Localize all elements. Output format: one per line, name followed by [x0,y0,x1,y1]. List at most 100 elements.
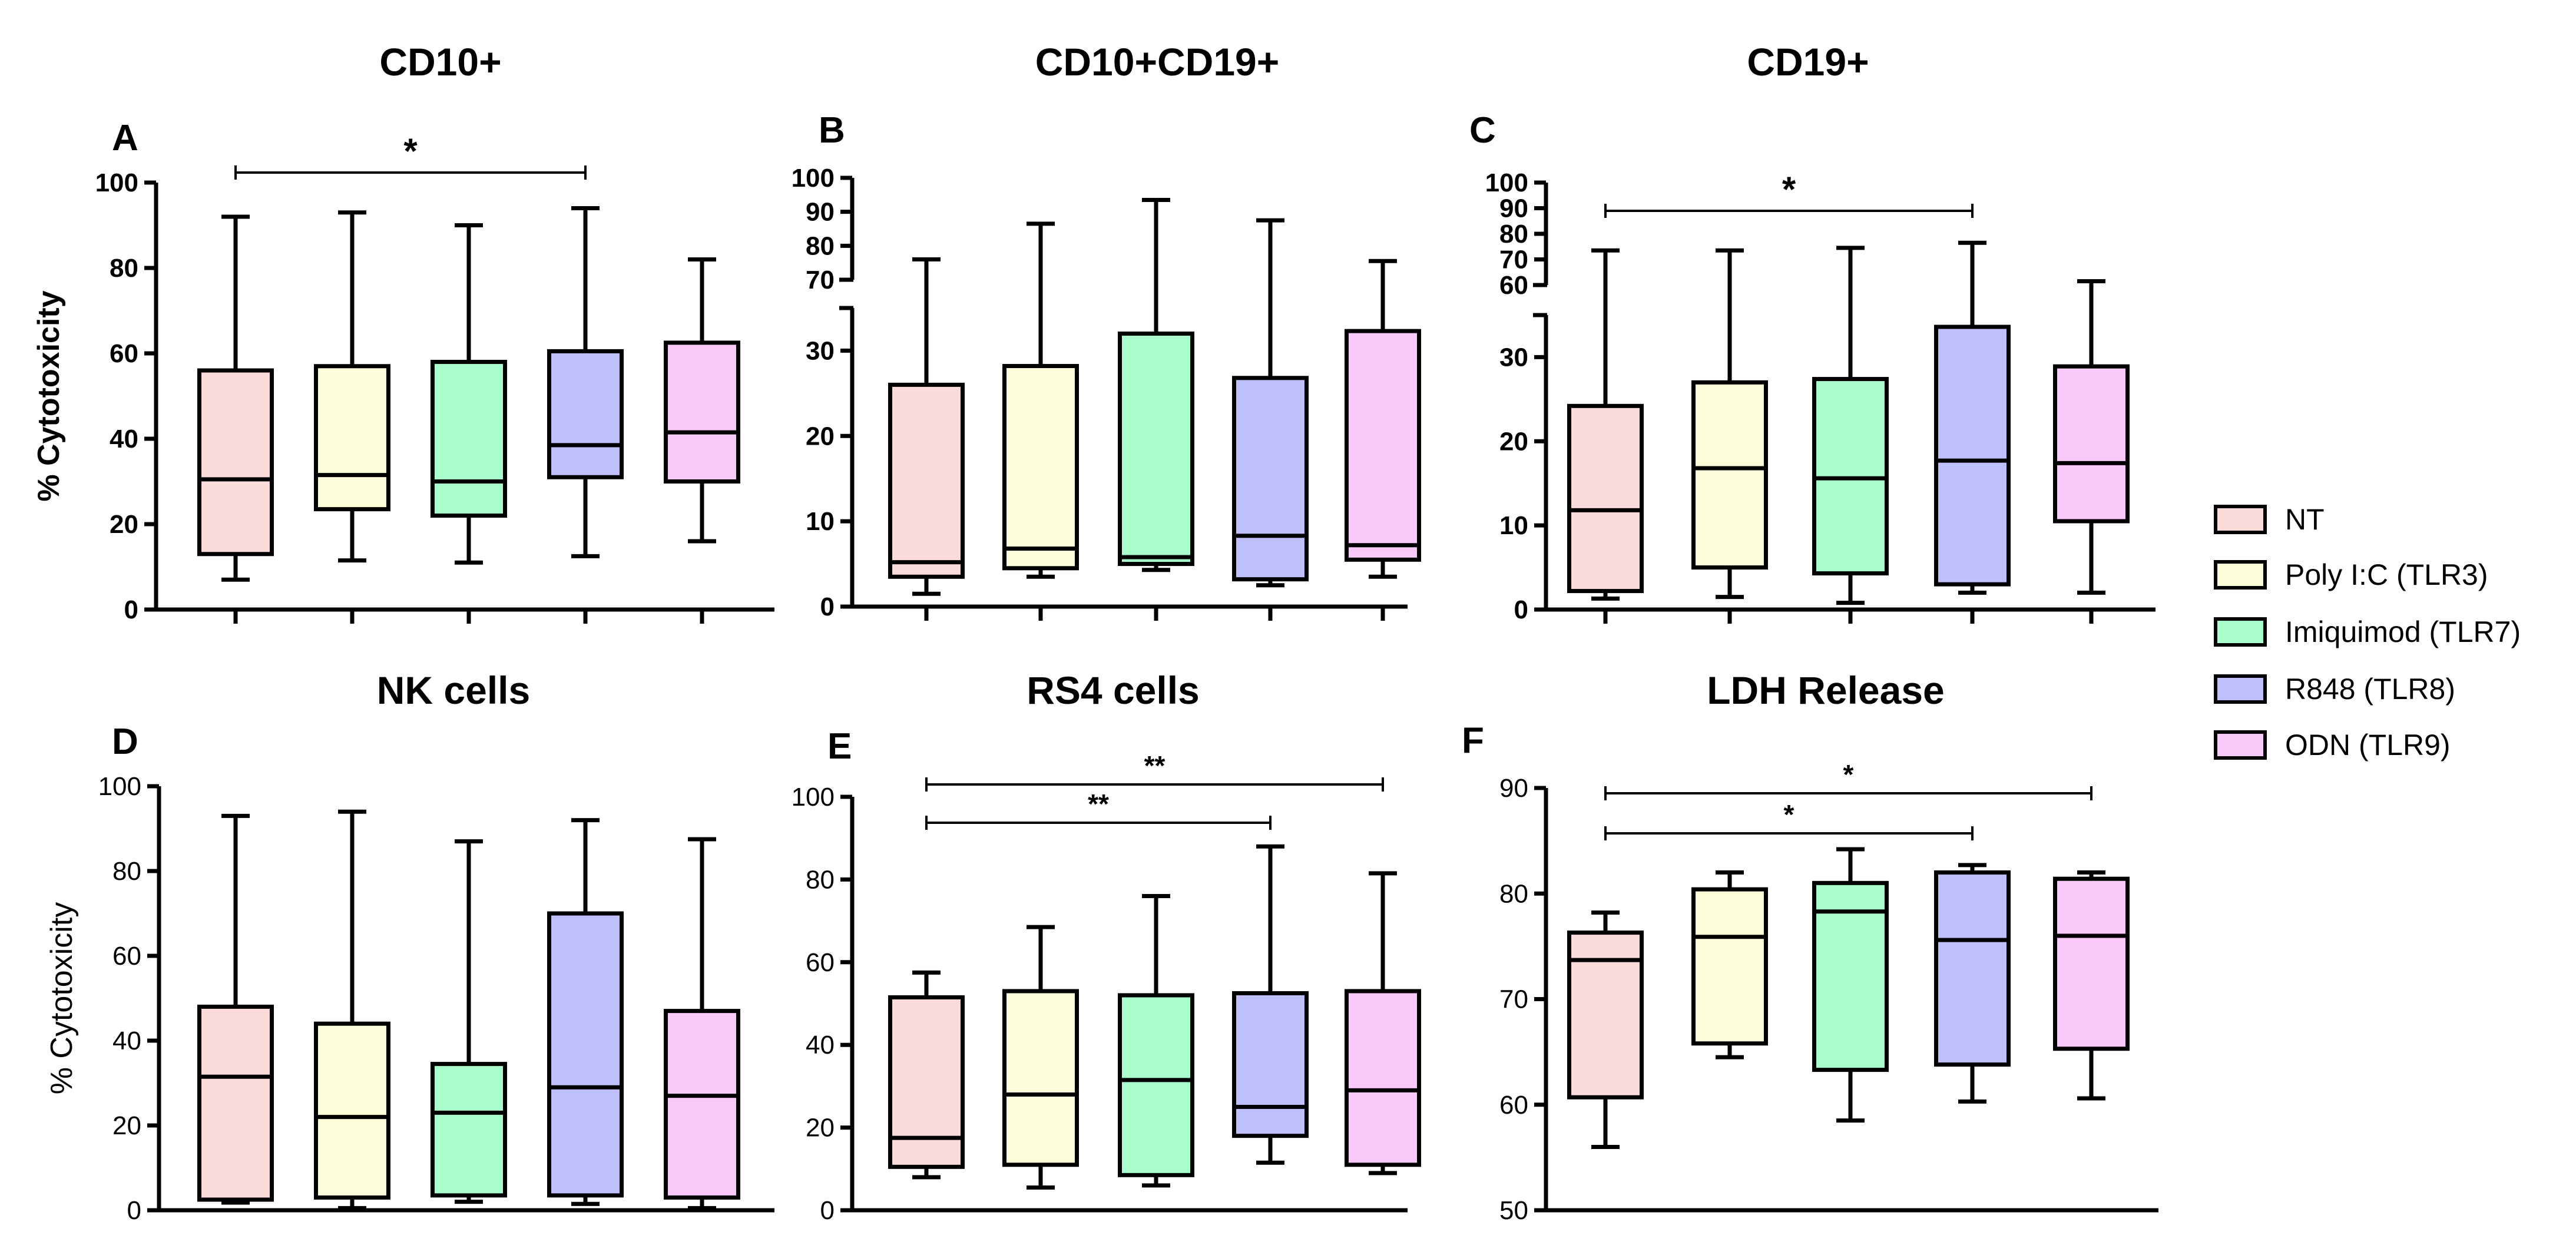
significance-label: ** [1088,789,1109,819]
y-tick-label: 10 [806,507,835,536]
box-Imiquimod (TLR7) [1118,197,1194,572]
panel-title: CD10+CD19+ [1035,40,1280,84]
significance-bracket: * [234,131,587,180]
box-Imiquimod (TLR7) [1812,246,1889,605]
y-tick-label: 0 [820,592,835,621]
box-ODN (TLR9) [1345,259,1421,579]
box-iqr [1232,991,1309,1138]
box-NT [197,214,274,582]
box-Imiquimod (TLR7) [1812,847,1889,1123]
y-tick-label: 20 [110,510,138,539]
y-tick-label: 0 [1514,595,1528,624]
box-iqr [2053,876,2130,1051]
panel-title: RS4 cells [1027,668,1200,712]
panel-title: LDH Release [1707,668,1945,712]
y-tick-label: 70 [1499,985,1528,1014]
legend-label: R848 (TLR8) [2285,673,2455,706]
box-iqr [314,1021,390,1200]
box-Poly I:C (TLR3) [1691,248,1768,600]
box-iqr [1691,887,1768,1046]
y-tick-label: 80 [110,254,138,283]
y-tick-label: 80 [806,865,835,894]
y-tick-label: 60 [110,339,138,368]
panel-letter: E [827,726,852,767]
y-tick-label: 50 [1499,1196,1528,1225]
panel-title: CD10+ [379,40,501,84]
y-tick-label: 70 [1499,246,1528,274]
box-NT [197,813,274,1205]
y-tick-label: 60 [112,942,141,971]
box-iqr [664,340,740,484]
y-tick-label: 100 [792,164,835,193]
y-tick-label: 90 [1499,774,1528,803]
box-iqr [1812,377,1889,576]
panel-D: NK cells D 0 20 40 60 80 100 % Cytotoxicity [45,668,774,1225]
significance-label: * [1784,799,1794,830]
significance-bracket: * [1604,799,1974,840]
box-iqr [314,364,390,512]
box-NT [888,257,965,596]
y-tick-label: 20 [1499,427,1528,456]
y-tick-label: 90 [806,198,835,227]
y-tick-label: 80 [1499,879,1528,908]
box-iqr [1691,380,1768,570]
significance-label: ** [1144,750,1166,781]
box-Poly I:C (TLR3) [1002,925,1079,1190]
box-iqr [1002,364,1079,571]
box-iqr [2053,364,2130,524]
y-tick-label: 40 [110,425,138,453]
y-tick-label: 100 [1485,168,1528,197]
box-iqr [1567,403,1644,594]
y-tick-label: 80 [806,231,835,260]
box-NT [1567,910,1644,1149]
box-iqr [888,995,965,1169]
box-Poly I:C (TLR3) [1002,221,1079,579]
box-iqr [1002,989,1079,1167]
legend-label: Imiquimod (TLR7) [2285,615,2521,648]
box-R848 (TLR8) [1232,218,1309,588]
box-ODN (TLR9) [2053,870,2130,1101]
box-ODN (TLR9) [1345,871,1421,1176]
significance-bracket: ** [925,750,1384,792]
y-tick-label: 40 [806,1031,835,1059]
box-Imiquimod (TLR7) [431,839,507,1204]
box-iqr [197,368,274,557]
box-iqr [547,911,624,1198]
y-tick-label: 10 [1499,511,1528,540]
legend-swatch [2214,674,2267,704]
y-tick-label: 20 [806,422,835,451]
panel-A: CD10+ A 0 20 40 60 80 100 % Cytotoxicity * [32,40,774,624]
box-iqr [1934,870,2011,1067]
legend-item: Poly I:C (TLR3) [2214,558,2488,591]
box-iqr [547,349,624,479]
significance-bracket: * [1604,170,1974,218]
panel-F: LDH Release F 50 60 70 80 90 * * [1462,668,2158,1225]
box-Imiquimod (TLR7) [1118,893,1194,1188]
panel-letter: B [819,110,845,151]
y-tick-label: 40 [112,1027,141,1055]
box-R848 (TLR8) [547,206,624,558]
legend-item: ODN (TLR9) [2214,729,2451,761]
y-tick-label: 100 [95,168,138,197]
y-tick-label: 0 [124,595,138,624]
box-iqr [197,1004,274,1202]
box-R848 (TLR8) [547,818,624,1206]
box-Poly I:C (TLR3) [314,809,390,1210]
panel-title: CD19+ [1747,40,1869,84]
y-tick-label: 60 [1499,271,1528,300]
y-tick-label: 0 [127,1196,141,1225]
box-iqr [431,360,507,518]
box-iqr [1345,329,1421,562]
legend-swatch [2214,505,2267,534]
y-tick-label: 70 [806,266,835,294]
legend-item: NT [2214,503,2325,536]
box-iqr [888,382,965,579]
y-tick-label: 100 [792,783,835,812]
box-ODN (TLR9) [664,257,740,544]
legend: NT Poly I:C (TLR3) Imiquimod (TLR7) R848 (T… [2214,503,2521,761]
y-tick-label: 0 [820,1196,835,1225]
y-tick-label: 20 [112,1111,141,1140]
